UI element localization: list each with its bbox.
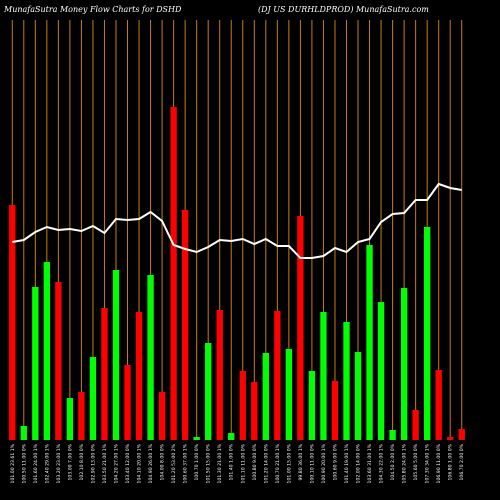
x-tick-label: 103.40 12.00 0%	[125, 443, 131, 483]
bar	[354, 352, 362, 440]
x-tick-label: 102.90 13.00 0%	[90, 443, 96, 483]
bar	[170, 107, 177, 440]
bar	[412, 410, 419, 440]
bar	[9, 205, 16, 440]
bar	[377, 302, 385, 440]
x-tick-label: 101.50 15.00 0%	[206, 443, 212, 483]
bar	[320, 312, 327, 440]
x-tick-label: 101.00 15.00 0%	[286, 443, 292, 483]
bar	[43, 262, 51, 440]
x-tick-label: 101.00 23.61 1%	[10, 443, 16, 483]
x-tick-label: 99.80 36.00 1%	[298, 443, 304, 480]
x-tick-label: 101.10 11.00 0%	[240, 443, 246, 483]
bar	[251, 382, 258, 440]
x-tick-label: 104.30 22.00 1%	[379, 443, 385, 483]
x-tick-label: 102.40 29.00 1%	[44, 443, 50, 483]
bar	[124, 365, 131, 440]
bar	[228, 433, 235, 440]
bar	[458, 429, 465, 440]
chart-title: MunafaSutra Money Flow Charts for DSHD	[3, 5, 182, 14]
x-tick-label: 104.00 8.00 0%	[160, 443, 166, 480]
x-tick-label: 100.60 9.00 0%	[332, 443, 338, 480]
chart-subtitle: (DJ US DURHLDPROD) MunafaSutra.com	[258, 5, 429, 14]
x-tick-label: 104.10 20.00 1%	[137, 443, 143, 483]
x-tick-label: 103.60 31.00 1%	[367, 443, 373, 483]
bar	[101, 308, 108, 440]
x-tick-label: 101.20 14.00 0%	[263, 443, 269, 483]
x-tick-label: 104.20 27.00 1%	[113, 443, 119, 483]
line	[12, 182, 462, 259]
bar	[262, 353, 269, 440]
x-tick-label: 100.50 11.00 0%	[21, 443, 27, 483]
x-tick-label: 103.00 7.00 0%	[67, 443, 73, 480]
x-tick-label: 106.90 11.00 0%	[436, 443, 442, 483]
x-tick-label: 104.50 2.00 0%	[390, 443, 396, 480]
bar	[205, 343, 212, 440]
x-tick-label: 104.90 26.00 1%	[148, 443, 154, 483]
x-tick-label: 102.00 14.00 0%	[356, 443, 362, 483]
bar	[66, 398, 74, 440]
x-tick-label: 100.60 37.00 1%	[183, 443, 189, 483]
bar	[366, 245, 373, 440]
bar	[216, 310, 223, 440]
x-tick-label: 101.20 53.00 2%	[171, 443, 177, 483]
x-tick-label: 105.60 5.00 0%	[413, 443, 419, 480]
bar	[400, 288, 408, 440]
x-tick-label: 101.40 19.00 1%	[344, 443, 350, 483]
bar	[55, 282, 62, 440]
x-tick-label: 101.40 1.00 0%	[229, 443, 235, 480]
bar	[389, 430, 396, 440]
bar	[135, 312, 143, 440]
x-tick-label: 103.20 23.00 1%	[56, 443, 62, 483]
x-tick-label: 100.90 20.00 1%	[321, 443, 327, 483]
bar	[435, 370, 442, 440]
bar	[147, 275, 154, 440]
bar	[308, 371, 316, 440]
x-tick-label: 106.80 1.00 0%	[448, 443, 454, 480]
bar	[331, 381, 339, 440]
bar	[112, 270, 120, 440]
bar	[447, 437, 454, 440]
x-tick-label: 100.70 1.00 0%	[194, 443, 200, 480]
bar	[78, 392, 85, 440]
x-tick-label: 103.50 21.00 1%	[102, 443, 108, 483]
x-tick-label: 100.10 11.00 0%	[309, 443, 315, 483]
bar	[89, 357, 97, 440]
x-tick-label: 106.70 2.00 0%	[459, 443, 465, 480]
bar	[343, 322, 350, 440]
bar	[285, 349, 293, 440]
x-tick-label: 105.80 24.00 1%	[402, 443, 408, 483]
bar	[181, 210, 189, 440]
x-tick-label: 107.30 34.00 1%	[425, 443, 431, 483]
x-tick-label: 101.30 21.00 1%	[217, 443, 223, 483]
x-tick-label: 100.80 9.00 0%	[252, 443, 258, 480]
bar	[158, 392, 166, 440]
bar	[32, 287, 39, 440]
x-tick-label: 102.10 8.00 0%	[79, 443, 85, 480]
bar	[193, 437, 200, 440]
x-tick-label: 100.70 21.00 1%	[275, 443, 281, 483]
x-tick-label: 101.60 24.00 1%	[33, 443, 39, 483]
bar	[239, 371, 246, 440]
bar	[423, 227, 431, 440]
bar	[20, 426, 27, 440]
bar	[297, 216, 304, 440]
bar	[274, 311, 281, 440]
